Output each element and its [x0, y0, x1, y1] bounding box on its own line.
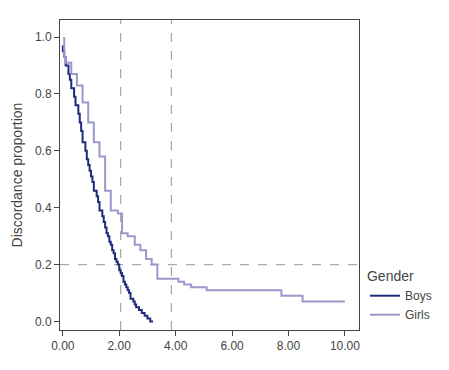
svg-text:Boys: Boys	[405, 289, 432, 303]
svg-text:1.0: 1.0	[35, 30, 52, 44]
svg-text:10.00: 10.00	[330, 339, 360, 353]
svg-text:6.00: 6.00	[220, 339, 244, 353]
svg-text:0.6: 0.6	[35, 144, 52, 158]
svg-text:0.00: 0.00	[51, 339, 75, 353]
svg-text:Girls: Girls	[405, 308, 430, 322]
svg-text:0.8: 0.8	[35, 87, 52, 101]
svg-text:Discordance proportion: Discordance proportion	[9, 103, 25, 248]
svg-text:8.00: 8.00	[277, 339, 301, 353]
svg-text:0.4: 0.4	[35, 201, 52, 215]
svg-text:2.00: 2.00	[108, 339, 132, 353]
svg-text:Gender: Gender	[367, 268, 414, 284]
svg-text:4.00: 4.00	[164, 339, 188, 353]
svg-text:0.2: 0.2	[35, 258, 52, 272]
svg-text:0.0: 0.0	[35, 315, 52, 329]
